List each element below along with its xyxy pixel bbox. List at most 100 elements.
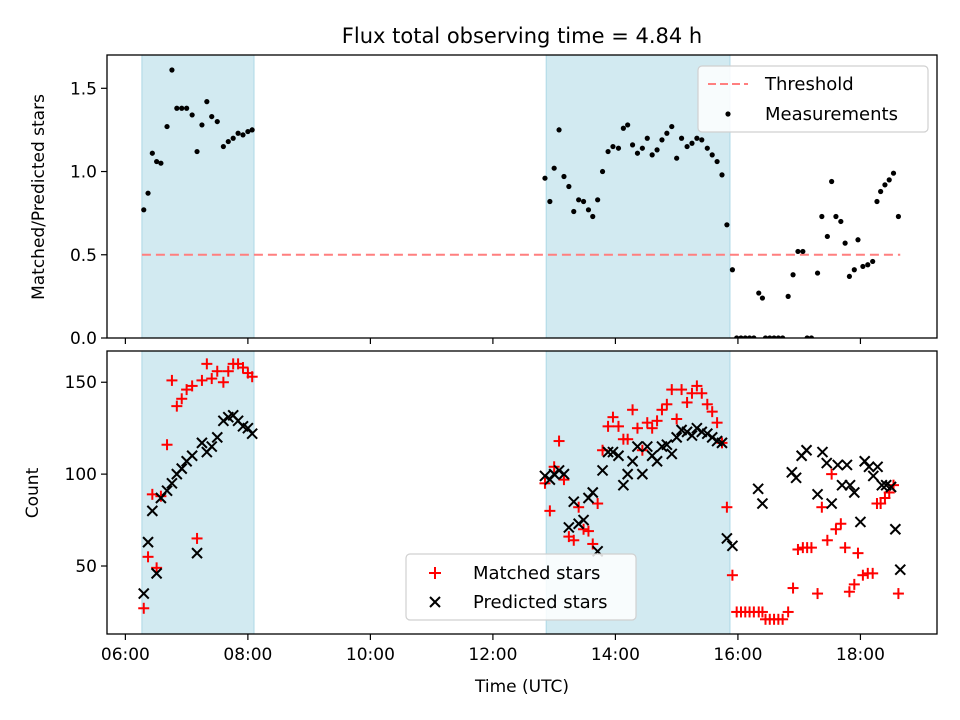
measurement-point bbox=[174, 105, 180, 111]
predicted-star-point bbox=[596, 464, 609, 477]
measurement-point bbox=[756, 290, 762, 296]
measurement-point bbox=[599, 168, 606, 175]
measurement-point bbox=[230, 135, 236, 141]
predicted-star-point bbox=[617, 479, 630, 491]
shaded-interval-1 bbox=[141, 350, 255, 635]
predicted-star-point bbox=[206, 440, 218, 453]
matched-star-point bbox=[835, 518, 847, 530]
matched-star-point bbox=[830, 523, 842, 535]
measurement-point bbox=[689, 140, 695, 146]
matched-star-point bbox=[237, 362, 249, 374]
predicted-star-point bbox=[816, 446, 829, 458]
matched-star-point bbox=[821, 534, 833, 546]
matched-star-point bbox=[602, 420, 614, 432]
matched-star-point bbox=[161, 439, 173, 451]
predicted-star-point bbox=[666, 448, 678, 460]
measurement-point bbox=[684, 143, 690, 150]
matched-star-point bbox=[857, 569, 869, 581]
matched-star-point bbox=[151, 562, 163, 574]
measurement-point bbox=[149, 150, 155, 156]
predicted-star-point bbox=[651, 455, 663, 467]
matched-star-point bbox=[568, 534, 580, 546]
predicted-star-point bbox=[150, 567, 163, 580]
predicted-star-point bbox=[166, 477, 178, 490]
measurement-point bbox=[556, 127, 562, 133]
matched-star-point bbox=[777, 613, 789, 625]
matched-star-point bbox=[711, 417, 723, 429]
y-tick-label: 1.0 bbox=[70, 163, 97, 183]
matched-star-point bbox=[706, 406, 718, 418]
measurement-point bbox=[240, 132, 246, 138]
predicted-star-point bbox=[841, 459, 853, 471]
predicted-star-point bbox=[142, 536, 154, 548]
measurement-point bbox=[225, 138, 231, 145]
measurement-point bbox=[547, 198, 553, 205]
measurement-point bbox=[819, 213, 825, 220]
legend-measurements-label: Measurements bbox=[765, 104, 898, 125]
legend-matched-swatch bbox=[429, 567, 441, 579]
matched-star-point bbox=[721, 501, 733, 513]
measurement-point bbox=[824, 233, 830, 240]
measurement-point bbox=[790, 272, 796, 278]
matched-star-point bbox=[155, 490, 167, 502]
matched-star-point bbox=[812, 588, 824, 600]
measurement-point bbox=[204, 99, 210, 105]
predicted-star-point bbox=[854, 516, 867, 528]
matched-star-point bbox=[686, 387, 698, 399]
predicted-star-point bbox=[186, 450, 198, 462]
measurement-point bbox=[184, 105, 190, 111]
measurement-point bbox=[561, 173, 567, 180]
matched-star-point bbox=[171, 400, 183, 412]
matched-star-point bbox=[622, 433, 634, 445]
measurement-point bbox=[620, 125, 626, 131]
predicted-star-point bbox=[246, 427, 258, 440]
measurement-point bbox=[669, 123, 675, 130]
matched-star-point bbox=[681, 396, 693, 408]
matched-star-point bbox=[607, 411, 619, 423]
x-tick-label: 16:00 bbox=[713, 645, 762, 665]
measurement-point bbox=[209, 113, 215, 120]
matched-star-point bbox=[787, 582, 799, 594]
bottom-x-ticks: 06:00 08:00 10:00 12:00 14:00 16:00 18:00 bbox=[101, 634, 885, 665]
measurement-point bbox=[709, 152, 715, 158]
measurement-point bbox=[169, 67, 175, 73]
predicted-star-point bbox=[631, 440, 644, 453]
measurement-point bbox=[659, 137, 665, 143]
predicted-star-point bbox=[607, 446, 619, 458]
shaded-interval-1 bbox=[141, 54, 255, 339]
matched-star-point bbox=[651, 415, 663, 427]
matched-star-point bbox=[696, 387, 708, 399]
predicted-star-point bbox=[821, 457, 833, 469]
measurement-point bbox=[678, 135, 685, 141]
predicted-star-point bbox=[863, 461, 875, 473]
measurement-point bbox=[870, 258, 876, 265]
x-axis-label: Time (UTC) bbox=[474, 677, 569, 697]
measurement-point bbox=[704, 145, 710, 151]
measurement-point bbox=[249, 127, 255, 133]
measurement-point bbox=[141, 207, 147, 213]
measurement-point bbox=[851, 267, 857, 273]
legend-predicted-label: Predicted stars bbox=[473, 592, 607, 613]
matched-star-point bbox=[879, 492, 891, 504]
measurement-point bbox=[625, 122, 631, 128]
predicted-star-point bbox=[636, 468, 649, 480]
matched-star-point bbox=[671, 413, 683, 425]
matched-star-point bbox=[142, 551, 154, 563]
top-axes-frame bbox=[106, 54, 938, 339]
predicted-star-point bbox=[146, 505, 159, 517]
x-tick-label: 10:00 bbox=[346, 645, 395, 665]
matched-star-point bbox=[217, 376, 229, 388]
y-tick-label: 0.0 bbox=[70, 329, 97, 349]
matched-star-point bbox=[544, 505, 556, 517]
matched-star-point bbox=[676, 384, 688, 396]
y-tick-label: 50 bbox=[75, 557, 97, 577]
matched-star-point bbox=[166, 374, 178, 386]
measurement-point bbox=[724, 222, 730, 228]
predicted-star-point bbox=[176, 462, 188, 475]
matched-star-point bbox=[656, 404, 668, 416]
matched-star-point bbox=[201, 358, 213, 370]
matched-star-point bbox=[867, 567, 879, 579]
matched-star-point bbox=[666, 384, 678, 396]
predicted-star-point bbox=[811, 488, 824, 501]
